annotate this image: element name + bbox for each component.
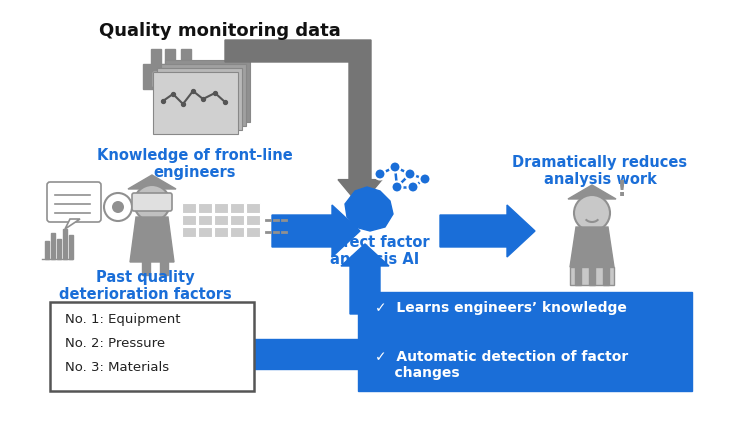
Point [210, 90, 221, 97]
Polygon shape [345, 187, 393, 231]
Polygon shape [130, 218, 174, 262]
FancyBboxPatch shape [182, 204, 196, 213]
FancyBboxPatch shape [69, 236, 73, 259]
FancyBboxPatch shape [246, 216, 260, 225]
FancyBboxPatch shape [198, 227, 212, 237]
Text: !: ! [617, 180, 627, 199]
Point [187, 88, 199, 95]
Text: No. 2: Pressure: No. 2: Pressure [65, 337, 165, 350]
FancyBboxPatch shape [230, 227, 244, 237]
FancyBboxPatch shape [132, 193, 172, 211]
FancyBboxPatch shape [57, 239, 61, 259]
Circle shape [112, 201, 124, 213]
FancyBboxPatch shape [358, 292, 692, 391]
Point [177, 101, 189, 108]
Circle shape [390, 162, 401, 173]
Circle shape [374, 169, 385, 180]
Polygon shape [570, 268, 614, 285]
FancyBboxPatch shape [198, 216, 212, 225]
Text: Quality monitoring data: Quality monitoring data [99, 22, 341, 40]
FancyBboxPatch shape [575, 268, 581, 285]
FancyBboxPatch shape [63, 230, 67, 259]
Text: Knowledge of front-line
engineers: Knowledge of front-line engineers [97, 148, 293, 180]
FancyBboxPatch shape [160, 259, 168, 275]
FancyBboxPatch shape [214, 227, 228, 237]
FancyBboxPatch shape [246, 204, 260, 213]
Text: No. 3: Materials: No. 3: Materials [65, 361, 169, 374]
Polygon shape [252, 339, 365, 369]
Circle shape [420, 174, 431, 185]
Text: Past quality
deterioration factors: Past quality deterioration factors [58, 269, 231, 302]
FancyBboxPatch shape [589, 268, 595, 285]
Text: ✓  Learns engineers’ knowledge: ✓ Learns engineers’ knowledge [375, 300, 627, 314]
FancyBboxPatch shape [214, 204, 228, 213]
Text: No. 1: Equipment: No. 1: Equipment [65, 313, 180, 326]
Point [197, 96, 209, 103]
FancyBboxPatch shape [603, 268, 609, 285]
FancyBboxPatch shape [230, 216, 244, 225]
Polygon shape [65, 219, 80, 230]
Polygon shape [272, 205, 360, 257]
FancyBboxPatch shape [214, 216, 228, 225]
Point [219, 99, 231, 106]
Text: Dramatically reduces
analysis work: Dramatically reduces analysis work [512, 155, 688, 187]
FancyBboxPatch shape [230, 204, 244, 213]
Circle shape [404, 169, 415, 180]
Circle shape [134, 186, 170, 222]
FancyBboxPatch shape [157, 69, 242, 131]
Point [167, 91, 179, 98]
FancyBboxPatch shape [190, 73, 200, 87]
FancyBboxPatch shape [165, 61, 250, 123]
Polygon shape [128, 176, 176, 190]
FancyBboxPatch shape [171, 73, 181, 87]
Point [157, 98, 169, 105]
FancyBboxPatch shape [182, 227, 196, 237]
FancyBboxPatch shape [47, 183, 101, 222]
Polygon shape [181, 50, 191, 65]
Polygon shape [440, 205, 535, 257]
FancyBboxPatch shape [246, 227, 260, 237]
Polygon shape [225, 41, 382, 207]
Polygon shape [143, 65, 208, 90]
Text: ✓  Automatic detection of factor
    changes: ✓ Automatic detection of factor changes [375, 349, 629, 379]
Polygon shape [568, 186, 616, 199]
Polygon shape [165, 50, 175, 65]
FancyBboxPatch shape [51, 233, 55, 259]
Polygon shape [570, 227, 614, 268]
FancyBboxPatch shape [198, 204, 212, 213]
Circle shape [407, 182, 418, 193]
FancyBboxPatch shape [182, 216, 196, 225]
Circle shape [104, 193, 132, 222]
FancyBboxPatch shape [153, 73, 163, 87]
Circle shape [391, 182, 402, 193]
FancyBboxPatch shape [153, 73, 238, 135]
FancyBboxPatch shape [45, 242, 49, 259]
Text: Defect factor
analysis AI: Defect factor analysis AI [320, 234, 429, 267]
FancyBboxPatch shape [161, 65, 246, 127]
FancyBboxPatch shape [142, 259, 150, 275]
Circle shape [574, 196, 610, 231]
Polygon shape [341, 245, 389, 314]
Polygon shape [151, 50, 161, 65]
FancyBboxPatch shape [50, 302, 254, 391]
